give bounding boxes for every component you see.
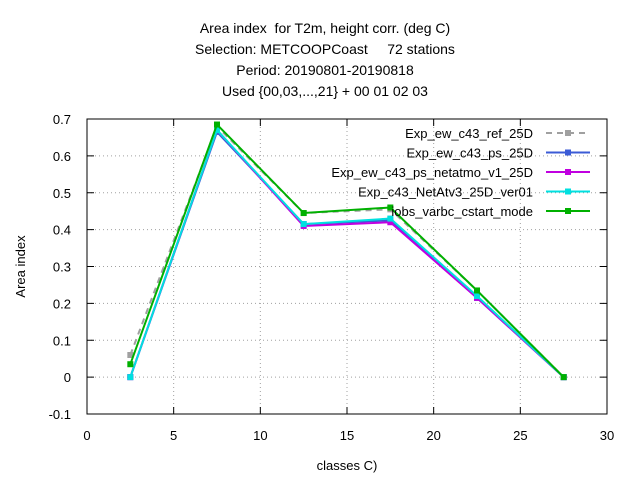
y-tick-label: 0.3 (53, 260, 71, 275)
series-line (129, 122, 565, 378)
x-tick-label: 0 (83, 428, 90, 443)
legend-swatch-marker (565, 149, 571, 156)
x-axis-label: classes C) (317, 458, 378, 473)
y-tick-label: 0.2 (53, 296, 71, 311)
legend-label: Exp_c43_NetAtv3_25D_ver01 (358, 185, 533, 200)
y-tick-label: 0 (64, 370, 71, 385)
y-tick-label: -0.1 (49, 407, 71, 422)
data-point (127, 352, 134, 358)
legend-label: Exp_ew_c43_ps_25D (407, 146, 533, 161)
data-point (474, 287, 480, 294)
data-point (387, 215, 394, 222)
legend-label: Exp_ew_c43_ps_netatmo_v1_25D (331, 165, 533, 180)
data-point (560, 374, 567, 381)
legend-swatch-marker (565, 169, 571, 175)
x-tick-label: 15 (340, 428, 354, 443)
legend-label: iobs_varbc_cstart_mode (391, 204, 533, 219)
data-point (387, 219, 394, 226)
title-line-4: Used {00,03,...,21} + 00 01 02 03 (222, 83, 428, 99)
data-point (300, 221, 307, 228)
title-line-3: Period: 20190801-20190818 (236, 62, 414, 78)
data-point (300, 210, 307, 217)
x-tick-labels: 0 5 10 15 20 25 30 (83, 428, 614, 443)
legend: Exp_ew_c43_ref_25D Exp_ew_c43_ps_25D Exp_e… (331, 126, 590, 219)
x-tick-label: 20 (426, 428, 440, 443)
series-5 (127, 121, 567, 381)
series-line (129, 128, 565, 378)
y-tick-labels: -0.1 0 0.1 0.2 0.3 0.4 0.5 0.6 0.7 (49, 112, 71, 422)
legend-swatch-marker (565, 130, 571, 136)
legend-swatch-marker (565, 208, 571, 214)
x-tick-label: 10 (253, 428, 267, 443)
y-axis-label: Area index (13, 235, 28, 298)
y-tick-label: 0.1 (53, 333, 71, 348)
legend-label: Exp_ew_c43_ref_25D (405, 126, 533, 141)
title-line-2: Selection: METCOOPCoast 72 stations (195, 41, 455, 57)
axis-ticks (86, 118, 608, 415)
data-point (387, 204, 394, 211)
data-point (127, 361, 134, 368)
y-tick-label: 0.5 (53, 186, 71, 201)
y-tick-label: 0.4 (53, 223, 71, 238)
data-point (214, 121, 220, 128)
y-tick-label: 0.7 (53, 112, 71, 127)
y-tick-label: 0.6 (53, 149, 71, 164)
gridlines (87, 119, 607, 414)
series-lines (127, 121, 567, 381)
x-tick-label: 30 (600, 428, 614, 443)
data-point (474, 293, 480, 299)
data-point (214, 127, 220, 134)
data-point (127, 374, 134, 381)
x-tick-label: 5 (170, 428, 177, 443)
x-tick-label: 25 (513, 428, 527, 443)
title-line-1: Area index for T2m, height corr. (deg C) (199, 20, 451, 36)
legend-swatch-marker (565, 188, 571, 195)
